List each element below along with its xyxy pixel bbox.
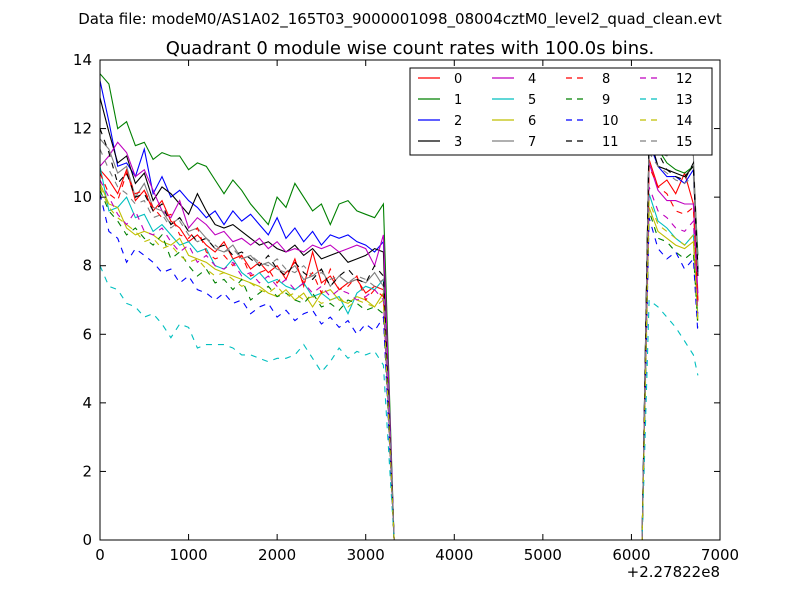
legend-label-8: 8 [602,72,610,87]
series-line-0 [99,159,699,541]
series-line-3 [99,97,699,541]
legend-label-3: 3 [454,135,462,150]
chart-title: Quadrant 0 module wise count rates with … [166,38,655,59]
legend-label-13: 13 [676,93,693,108]
y-tick-label: 10 [73,188,92,206]
x-tick-label: 1000 [169,546,207,564]
series-line-9 [99,190,699,541]
y-tick-label: 8 [82,257,92,275]
series-line-11 [99,128,699,541]
series-line-5 [99,166,699,541]
y-tick-label: 2 [82,462,92,480]
legend-label-1: 1 [454,93,462,108]
x-tick-label: 2000 [258,546,296,564]
x-tick-label: 5000 [524,546,562,564]
series-line-12 [99,179,699,541]
series-line-8 [99,166,699,541]
series-line-15 [99,148,699,541]
series-line-14 [99,186,699,541]
legend-label-6: 6 [528,114,536,129]
legend-label-7: 7 [528,135,536,150]
legend-label-0: 0 [454,72,462,87]
legend-label-9: 9 [602,93,610,108]
x-tick-label: 4000 [435,546,473,564]
y-tick-label: 12 [73,120,92,138]
y-tick-label: 0 [82,531,92,549]
legend-label-11: 11 [602,135,619,150]
series-layer [99,73,699,541]
legend-label-2: 2 [454,114,462,129]
legend-label-14: 14 [676,114,693,129]
legend-box [409,67,713,156]
legend-label-4: 4 [528,72,536,87]
series-line-7 [99,138,699,541]
x-offset-label: +2.27822e8 [627,563,720,581]
legend-label-12: 12 [676,72,693,87]
y-tick-label: 4 [82,394,92,412]
series-line-10 [99,193,699,541]
legend-label-15: 15 [676,135,693,150]
series-line-13 [99,265,699,541]
y-tick-label: 6 [82,325,92,343]
legend-label-10: 10 [602,114,619,129]
plot-frame [99,59,721,541]
x-tick-label: 7000 [701,546,739,564]
y-tick-label: 14 [73,51,92,69]
x-tick-label: 3000 [347,546,385,564]
legend-label-5: 5 [528,93,536,108]
x-tick-label: 6000 [612,546,650,564]
chart-suptitle: Data file: modeM0/AS1A02_165T03_90000010… [78,10,722,29]
x-tick-label: 0 [95,546,105,564]
